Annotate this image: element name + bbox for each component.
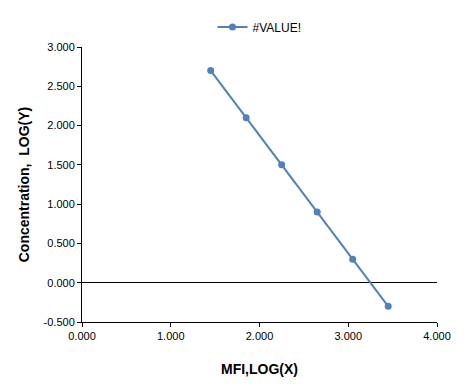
svg-text:3.000: 3.000 (47, 41, 75, 53)
svg-text:MFI,LOG(X): MFI,LOG(X) (221, 361, 298, 377)
svg-text:2.000: 2.000 (246, 330, 274, 342)
svg-text:1.000: 1.000 (47, 198, 75, 210)
svg-text:0.000: 0.000 (68, 330, 96, 342)
svg-text:0.000: 0.000 (47, 277, 75, 289)
svg-text:1.500: 1.500 (47, 159, 75, 171)
svg-text:3.000: 3.000 (334, 330, 362, 342)
svg-text:4.000: 4.000 (423, 330, 451, 342)
svg-text:1.000: 1.000 (157, 330, 185, 342)
svg-text:2.000: 2.000 (47, 119, 75, 131)
svg-text:-0.500: -0.500 (44, 316, 75, 328)
svg-text:0.500: 0.500 (47, 237, 75, 249)
svg-text:2.500: 2.500 (47, 80, 75, 92)
svg-text:Concentration, LOG(Y): Concentration, LOG(Y) (16, 107, 32, 263)
svg-text:#VALUE!: #VALUE! (253, 21, 301, 35)
